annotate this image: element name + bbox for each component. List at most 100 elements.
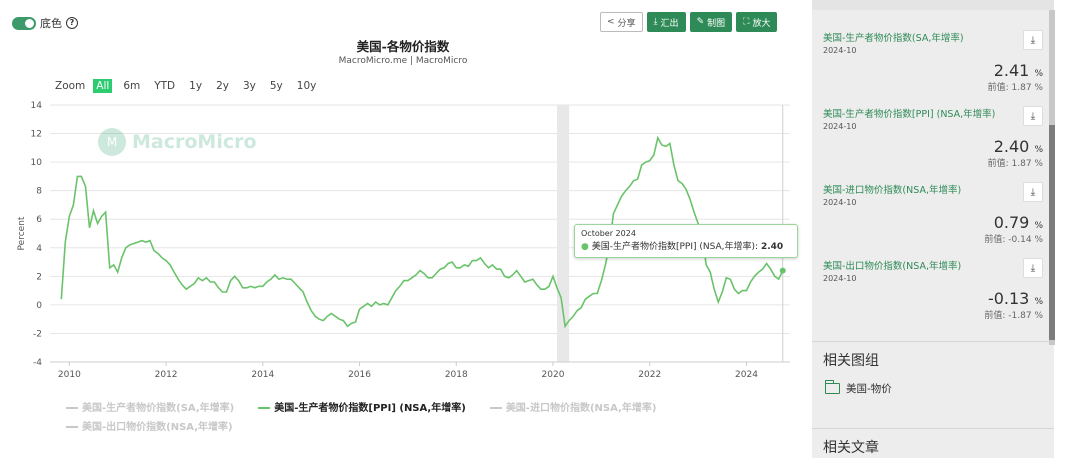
zoom-bar: Zoom All 6m YTD 1y 2y 3y 5y 10y [55, 79, 319, 93]
recession-shading [557, 105, 570, 362]
tooltip-series: 美国-生产者物价指数[PPI] (NSA,年增率) [591, 242, 756, 252]
download-icon[interactable]: ⤓ [1023, 182, 1043, 202]
y-tick-label: 2 [36, 272, 42, 282]
legend-label: 美国-生产者物价指数[PPI] (NSA,年增率) [274, 403, 466, 414]
related-group-label: 美国-物价 [846, 383, 892, 395]
indicator-panel: 美国-生产者物价指数(SA,年增率) 2024-10 ⤓ 2.41 % 前值: … [812, 0, 1054, 458]
draw-label: 制图 [707, 18, 726, 29]
indicator-date: 2024-10 [823, 122, 857, 131]
tooltip-dot-icon: ● [581, 242, 589, 252]
indicator-previous: 前值: -0.14 % [984, 235, 1043, 245]
background-toggle[interactable] [12, 16, 36, 30]
panel-top-strip [812, 0, 1054, 10]
background-toggle-group: 底色 ? [12, 15, 78, 31]
zoom-1y-button[interactable]: 1y [189, 80, 203, 92]
draw-button[interactable]: ✎ 制图 [689, 12, 733, 32]
indicator-previous: 前值: -1.87 % [984, 311, 1043, 321]
y-tick-label: 6 [36, 215, 42, 225]
indicator-card[interactable]: 美国-生产者物价指数[PPI] (NSA,年增率) 2024-10 ⤓ 2.40… [812, 106, 1054, 169]
hover-point [779, 267, 786, 274]
chart-toolbar: < 分享 ⤓ 汇出 ✎ 制图 ⛶ 放大 [600, 12, 778, 32]
pencil-icon: ✎ [696, 17, 705, 27]
panel-divider [812, 428, 1054, 429]
indicator-name[interactable]: 美国-出口物价指数(NSA,年增率) [823, 261, 962, 272]
related-group-link[interactable]: 美国-物价 [824, 380, 892, 396]
legend-swatch [66, 407, 78, 409]
chart-legend: 美国-生产者物价指数(SA,年增率) 美国-生产者物价指数[PPI] (NSA,… [66, 399, 746, 437]
indicator-value: 0.79 % [823, 213, 1043, 232]
export-button[interactable]: ⤓ 汇出 [646, 12, 686, 32]
indicator-name[interactable]: 美国-生产者物价指数[PPI] (NSA,年增率) [823, 109, 996, 120]
zoom-10y-button[interactable]: 10y [296, 80, 317, 92]
indicator-value-number: 0.79 [993, 213, 1030, 232]
chart-subtitle: MacroMicro.me | MacroMicro [338, 56, 468, 66]
y-tick-label: 10 [31, 158, 43, 168]
chart-gridlines [50, 104, 790, 363]
folder-icon [824, 380, 840, 394]
y-tick-label: -4 [33, 358, 42, 368]
zoom-2y-button[interactable]: 2y [216, 80, 229, 92]
download-icon[interactable]: ⤓ [1023, 106, 1043, 126]
download-icon[interactable]: ⤓ [1023, 258, 1043, 278]
zoom-ytd-button[interactable]: YTD [154, 80, 176, 92]
background-toggle-label: 底色 [40, 17, 62, 30]
zoom-3y-button[interactable]: 3y [242, 80, 256, 92]
indicator-value-number: 2.41 [993, 61, 1030, 80]
legend-item-import-price[interactable]: 美国-进口物价指数(NSA,年增率) [489, 399, 657, 414]
line-chart[interactable]: -4 -2 0 2 4 6 8 10 12 14 2010 2012 2014 2016 2018 2020… [0, 95, 800, 395]
indicator-name[interactable]: 美国-进口物价指数(NSA,年增率) [823, 185, 962, 196]
indicator-card[interactable]: 美国-出口物价指数(NSA,年增率) 2024-10 ⤓ -0.13 % 前值:… [812, 258, 1054, 321]
chart-title: 美国-各物价指数 [356, 39, 450, 54]
indicator-card[interactable]: 美国-进口物价指数(NSA,年增率) 2024-10 ⤓ 0.79 % 前值: … [812, 182, 1054, 245]
enlarge-button[interactable]: ⛶ 放大 [736, 12, 778, 32]
indicator-value-number: -0.13 [987, 289, 1030, 308]
x-tick-label: 2016 [348, 370, 371, 380]
download-icon: ⤓ [653, 17, 658, 27]
legend-swatch [489, 407, 502, 409]
x-tick-label: 2024 [735, 370, 758, 380]
help-icon[interactable]: ? [66, 17, 78, 29]
x-tick-label: 2020 [542, 370, 565, 380]
series-line-ppi-nsa [60, 135, 784, 329]
download-icon[interactable]: ⤓ [1023, 30, 1043, 50]
y-tick-label: 4 [36, 244, 42, 254]
related-groups-title: 相关图组 [823, 353, 879, 369]
export-label: 汇出 [660, 18, 679, 29]
legend-item-export-price[interactable]: 美国-出口物价指数(NSA,年增率) [66, 418, 233, 433]
indicator-previous: 前值: 1.87 % [987, 83, 1043, 93]
enlarge-label: 放大 [752, 18, 771, 29]
indicator-date: 2024-10 [823, 198, 857, 207]
x-tick-label: 2018 [445, 370, 468, 380]
y-axis-label: Percent [17, 216, 27, 250]
indicator-unit: % [1034, 145, 1043, 155]
legend-label: 美国-进口物价指数(NSA,年增率) [505, 403, 657, 414]
chart-tooltip: October 2024 ● 美国-生产者物价指数[PPI] (NSA,年增率)… [574, 224, 798, 258]
x-tick-label: 2022 [638, 370, 661, 380]
y-tick-label: 12 [31, 130, 42, 140]
panel-scrollbar-thumb[interactable] [1049, 125, 1055, 340]
x-tick-label: 2010 [58, 370, 81, 380]
indicator-card[interactable]: 美国-生产者物价指数(SA,年增率) 2024-10 ⤓ 2.41 % 前值: … [812, 30, 1054, 93]
panel-divider [812, 341, 1054, 342]
legend-item-ppi-nsa[interactable]: 美国-生产者物价指数[PPI] (NSA,年增率) [258, 399, 466, 414]
y-tick-label: 14 [31, 101, 43, 111]
macromicro-logo-icon: M [98, 128, 126, 156]
zoom-5y-button[interactable]: 5y [269, 80, 283, 92]
indicator-value: 2.41 % [823, 61, 1043, 80]
indicator-unit: % [1034, 69, 1043, 79]
share-button[interactable]: < 分享 [600, 12, 643, 32]
zoom-all-button[interactable]: All [93, 79, 113, 93]
zoom-6m-button[interactable]: 6m [123, 80, 141, 92]
zoom-label: Zoom [55, 80, 86, 92]
tooltip-line: ● 美国-生产者物价指数[PPI] (NSA,年增率): 2.40 [581, 242, 784, 252]
legend-item-ppi-sa[interactable]: 美国-生产者物价指数(SA,年增率) [66, 399, 234, 414]
y-tick-label: 0 [36, 301, 42, 311]
indicator-value: -0.13 % [823, 289, 1043, 308]
indicator-date: 2024-10 [823, 274, 857, 283]
indicator-value: 2.40 % [823, 137, 1043, 156]
indicator-name[interactable]: 美国-生产者物价指数(SA,年增率) [823, 33, 964, 44]
y-tick-label: -2 [33, 329, 42, 339]
expand-icon: ⛶ [743, 17, 750, 27]
tooltip-value: 2.40 [760, 242, 784, 252]
share-label: 分享 [617, 18, 636, 29]
